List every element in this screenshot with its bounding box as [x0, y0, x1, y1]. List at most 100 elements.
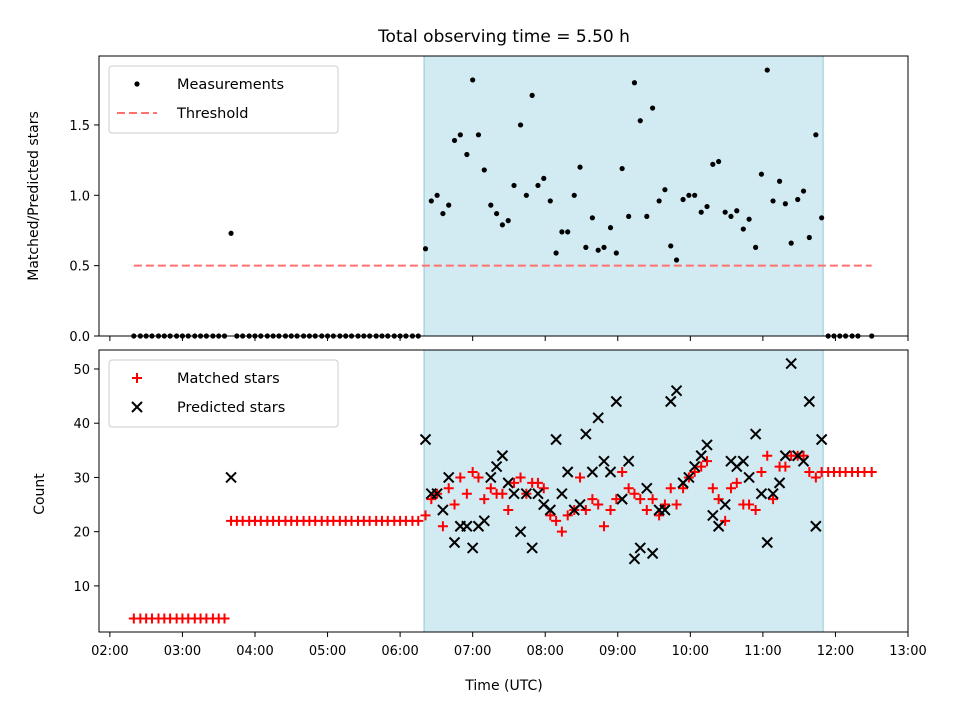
x-tick-label: 05:00: [309, 644, 346, 659]
legend-label: Predicted stars: [177, 400, 285, 416]
x-tick-label: 07:00: [454, 644, 491, 659]
data-point: [550, 433, 562, 446]
series-matched-stars: [128, 450, 877, 624]
legend-label: Measurements: [177, 77, 284, 93]
data-point: [574, 498, 586, 511]
data-point: [813, 132, 819, 138]
legend-swatch: [134, 81, 140, 87]
data-point: [443, 483, 454, 494]
data-point: [479, 494, 490, 505]
data-point: [488, 202, 494, 208]
data-point: [668, 243, 674, 249]
data-point: [746, 216, 752, 222]
data-point: [695, 450, 707, 462]
data-point: [587, 494, 598, 505]
panel-count: 10 20 30 40 50 02:00 03:00 04:00 05:00 06:00 07:00…: [73, 349, 927, 659]
data-point: [753, 244, 759, 250]
data-point: [758, 171, 765, 177]
data-point: [659, 504, 671, 516]
data-point: [673, 257, 680, 263]
panel-ratio: 0.0 0.5 1.0 1.5 Measurements Threshold: [69, 55, 909, 345]
data-point: [810, 472, 821, 483]
data-point: [619, 165, 625, 172]
data-point: [628, 553, 641, 565]
data-point: [768, 494, 779, 505]
data-point: [556, 526, 567, 537]
data-point: [520, 488, 533, 500]
data-point: [713, 494, 724, 505]
data-point: [605, 504, 616, 515]
data-point: [743, 471, 755, 484]
y-tick-label: 50: [73, 363, 90, 378]
data-point: [707, 509, 719, 522]
data-point: [494, 210, 500, 217]
x-tick-label: 03:00: [164, 644, 201, 659]
data-point: [622, 455, 635, 467]
data-point: [451, 137, 458, 144]
data-point: [586, 466, 599, 478]
legend-label: Threshold: [176, 106, 248, 122]
data-point: [437, 504, 449, 516]
data-point: [593, 499, 604, 510]
data-point: [701, 439, 713, 451]
legend-swatch: [132, 373, 142, 383]
data-point: [662, 187, 668, 193]
data-point: [761, 536, 773, 549]
x-tick-label: 09:00: [599, 644, 636, 659]
data-point: [228, 230, 234, 236]
data-point: [815, 433, 828, 446]
data-point: [514, 525, 527, 538]
data-point: [545, 510, 556, 521]
plot-frame: [98, 55, 909, 337]
data-point: [680, 196, 686, 203]
data-point: [722, 209, 728, 215]
data-point: [553, 250, 559, 256]
x-tick-label: 12:00: [817, 644, 854, 659]
data-point: [490, 460, 503, 473]
data-point: [583, 244, 589, 250]
data-point: [626, 213, 632, 220]
data-point: [575, 472, 586, 483]
data-point: [613, 250, 619, 256]
x-tick-label: 08:00: [526, 644, 563, 659]
data-point: [764, 67, 770, 73]
data-point: [473, 472, 484, 483]
data-point: [692, 192, 698, 198]
data-point: [607, 225, 614, 231]
data-point: [547, 198, 553, 204]
bottom-y-axis-label: Count: [32, 473, 48, 515]
data-point: [803, 395, 816, 408]
data-point: [756, 467, 767, 478]
data-point: [455, 472, 466, 483]
y-tick-label: 30: [73, 471, 90, 486]
data-point: [437, 521, 448, 532]
data-point: [785, 357, 797, 370]
data-point: [497, 488, 508, 499]
x-tick-label: 10:00: [672, 644, 709, 659]
data-point: [686, 192, 692, 198]
top-y-axis-label: Matched/Predicted stars: [26, 111, 42, 281]
data-point: [595, 247, 601, 253]
data-point: [461, 488, 472, 499]
data-point: [529, 92, 535, 98]
data-point: [551, 515, 562, 526]
data-point: [623, 483, 634, 494]
x-tick-label: 13:00: [889, 644, 926, 659]
data-point: [449, 499, 460, 510]
data-point: [656, 198, 662, 204]
legend: Measurements Threshold: [108, 65, 339, 134]
data-point: [734, 208, 740, 214]
data-point: [617, 467, 628, 478]
data-point: [565, 229, 571, 235]
data-point: [704, 203, 710, 210]
data-point: [782, 201, 788, 207]
data-point: [499, 222, 506, 228]
data-point: [749, 428, 762, 440]
data-point: [702, 456, 713, 467]
data-point: [740, 226, 746, 232]
data-point: [779, 450, 792, 462]
series-measurements: [131, 67, 875, 339]
data-point: [659, 499, 670, 510]
data-point: [631, 80, 638, 86]
data-point: [475, 132, 482, 138]
